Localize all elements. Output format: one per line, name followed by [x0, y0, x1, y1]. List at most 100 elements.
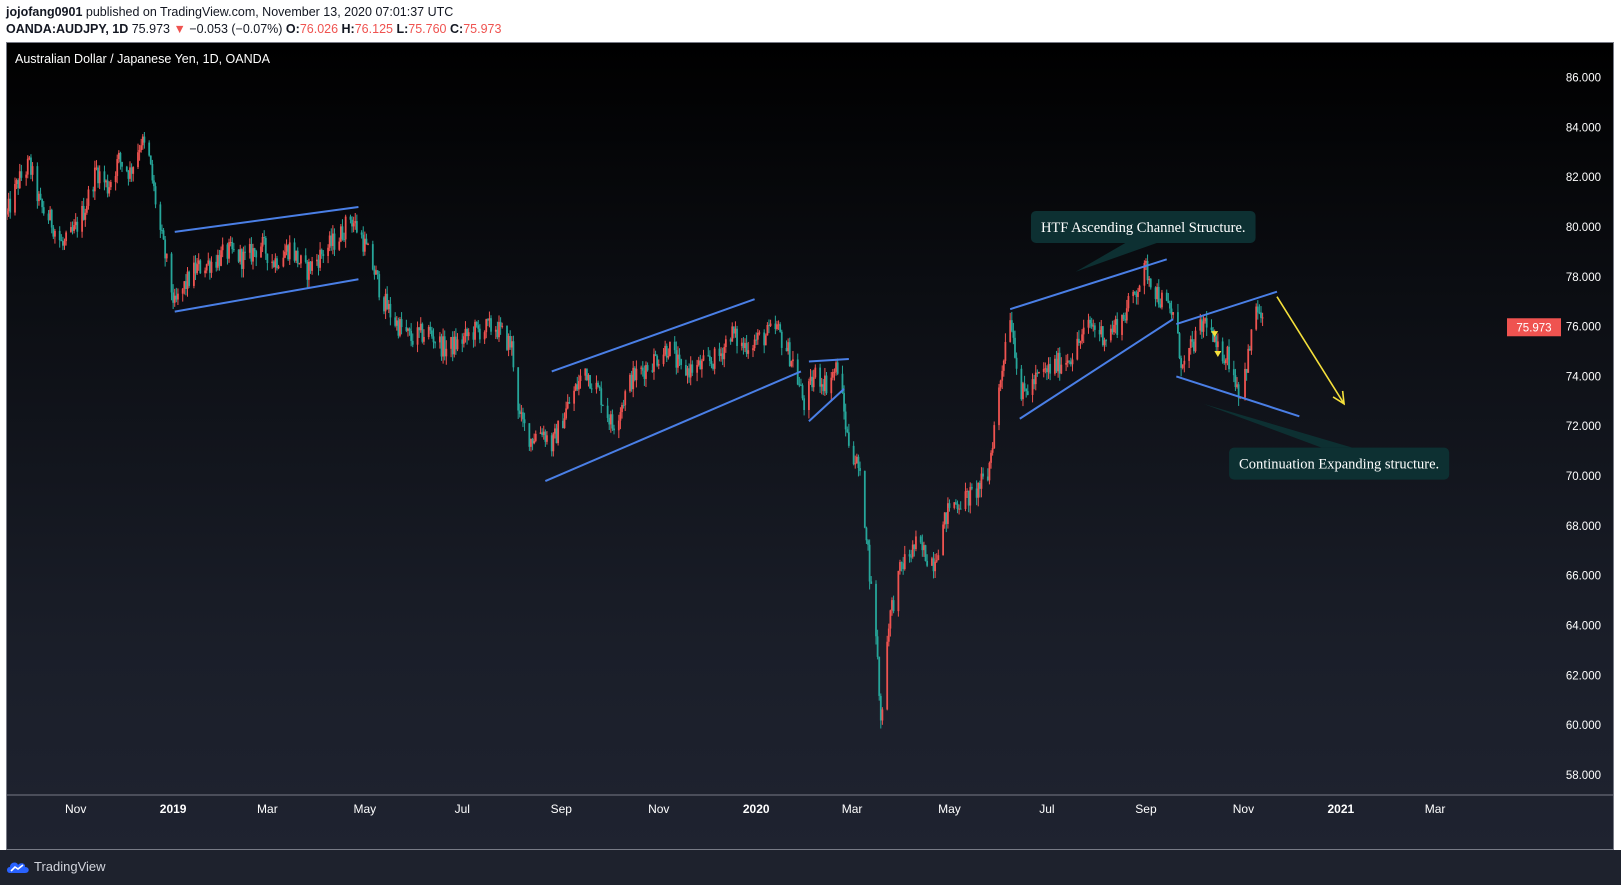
candle: [263, 230, 266, 245]
candle-body: [724, 339, 727, 348]
candle: [1180, 355, 1183, 377]
trendline[interactable]: [551, 298, 755, 373]
trendline[interactable]: [808, 357, 849, 363]
candle: [228, 238, 230, 263]
candle: [752, 344, 754, 358]
candle-body: [1087, 319, 1090, 328]
callout-annotation[interactable]: HTF Ascending Channel Structure.: [1030, 210, 1256, 272]
candle-body: [205, 264, 208, 271]
candle-body: [375, 270, 377, 275]
candle-body: [937, 555, 940, 561]
candle: [162, 227, 165, 240]
y-tick-label: 76.000: [1566, 322, 1601, 334]
candle-body: [138, 149, 141, 153]
candle-body: [137, 152, 139, 168]
candle: [1111, 320, 1114, 335]
candle: [378, 270, 381, 301]
candle: [282, 250, 285, 268]
candle: [892, 595, 895, 614]
candle-body: [188, 271, 191, 286]
candle-body: [1058, 352, 1061, 374]
candle: [609, 410, 612, 433]
candle: [970, 483, 973, 491]
candle-body: [803, 398, 806, 411]
candle: [859, 461, 861, 476]
candle-body: [330, 235, 333, 246]
candle: [993, 421, 996, 449]
candle: [130, 163, 133, 182]
candle-body: [600, 388, 603, 406]
projection-arrow-head[interactable]: [1332, 390, 1346, 406]
candle-body: [758, 332, 761, 334]
x-tick-label: Sep: [1135, 802, 1157, 816]
trendline[interactable]: [808, 388, 845, 422]
candle: [876, 629, 879, 660]
candle: [857, 454, 860, 477]
price-chart[interactable]: HTF Ascending Channel Structure. Continua…: [7, 43, 1613, 849]
candle-body: [609, 414, 612, 425]
x-tick-label: Nov: [648, 802, 669, 816]
candle: [445, 340, 448, 365]
candle-body: [1149, 278, 1152, 288]
candle: [844, 403, 847, 437]
candle: [1079, 340, 1082, 349]
candle: [360, 230, 363, 239]
candle: [1178, 331, 1181, 360]
chart-frame[interactable]: HTF Ascending Channel Structure. Continua…: [6, 42, 1614, 850]
candle: [1065, 354, 1068, 372]
candle: [755, 332, 758, 346]
candle: [1092, 319, 1095, 332]
low-value: 75.760: [408, 22, 447, 36]
trendline[interactable]: [174, 206, 359, 233]
trendline[interactable]: [1176, 375, 1300, 418]
candle: [565, 401, 568, 420]
candle: [507, 333, 510, 357]
candle: [900, 561, 903, 572]
candle-body: [490, 318, 492, 332]
candle: [926, 554, 929, 568]
candle: [499, 317, 502, 335]
candle: [708, 350, 711, 367]
candle: [421, 322, 424, 344]
last-price-badge-bg: [1507, 318, 1561, 337]
candle: [1114, 315, 1117, 334]
trendline[interactable]: [1009, 258, 1168, 311]
trendline[interactable]: [544, 370, 802, 482]
candle-body: [764, 335, 767, 346]
high-label: H:: [341, 22, 355, 36]
callout-annotation[interactable]: Continuation Expanding structure.: [1203, 403, 1450, 480]
tradingview-logo[interactable]: TradingView: [6, 859, 106, 874]
candle-body: [25, 174, 28, 178]
candle-body: [387, 303, 390, 310]
x-tick-label: 2019: [160, 802, 187, 816]
candle: [1135, 290, 1138, 305]
candle-body: [530, 438, 532, 447]
candle-body: [309, 261, 312, 271]
candle-body: [466, 328, 468, 337]
candle: [998, 383, 1000, 431]
candle: [327, 244, 329, 264]
candle-body: [943, 512, 946, 525]
candle-body: [1036, 372, 1039, 374]
candle: [1234, 368, 1237, 392]
y-tick-label: 64.000: [1566, 621, 1601, 633]
candle-body: [945, 512, 948, 524]
trendline[interactable]: [174, 278, 359, 313]
candle: [1248, 345, 1251, 351]
candle-body: [197, 260, 200, 265]
candle-body: [181, 288, 184, 294]
author-name[interactable]: jojofang0901: [6, 5, 83, 19]
candle: [253, 247, 256, 258]
candle-body: [386, 293, 389, 310]
candle: [528, 423, 531, 451]
candle: [434, 341, 437, 349]
candle: [1001, 365, 1004, 389]
trendline[interactable]: [1176, 290, 1278, 326]
trendline[interactable]: [1019, 318, 1174, 420]
candle-body: [1199, 319, 1202, 331]
candle-body: [841, 373, 844, 394]
candle: [589, 374, 591, 389]
projection-arrow-line[interactable]: [1276, 296, 1345, 405]
candle: [831, 368, 834, 381]
candle-body: [721, 353, 724, 360]
